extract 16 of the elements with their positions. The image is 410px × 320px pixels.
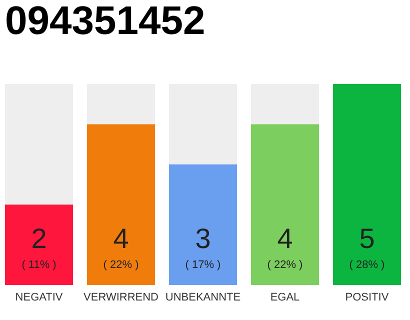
data-label: 5 <box>359 223 375 254</box>
annotation: ( 22% ) <box>103 259 139 271</box>
annotation: ( 28% ) <box>349 259 385 271</box>
x-tick-label: UNBEKANNTE <box>165 292 241 304</box>
x-tick-label: VERWIRREND <box>84 292 159 304</box>
annotation: ( 17% ) <box>185 259 221 271</box>
annotation: ( 22% ) <box>267 259 303 271</box>
x-tick-label: EGAL <box>270 292 300 304</box>
data-label: 2 <box>31 223 47 254</box>
x-tick-label: NEGATIV <box>15 292 64 304</box>
x-tick-label: POSITIV <box>345 292 390 304</box>
data-label: 4 <box>113 223 129 254</box>
data-label: 4 <box>277 223 293 254</box>
annotation: ( 11% ) <box>22 259 56 271</box>
data-label: 3 <box>195 223 211 254</box>
chart-title: 094351452 <box>5 0 206 43</box>
